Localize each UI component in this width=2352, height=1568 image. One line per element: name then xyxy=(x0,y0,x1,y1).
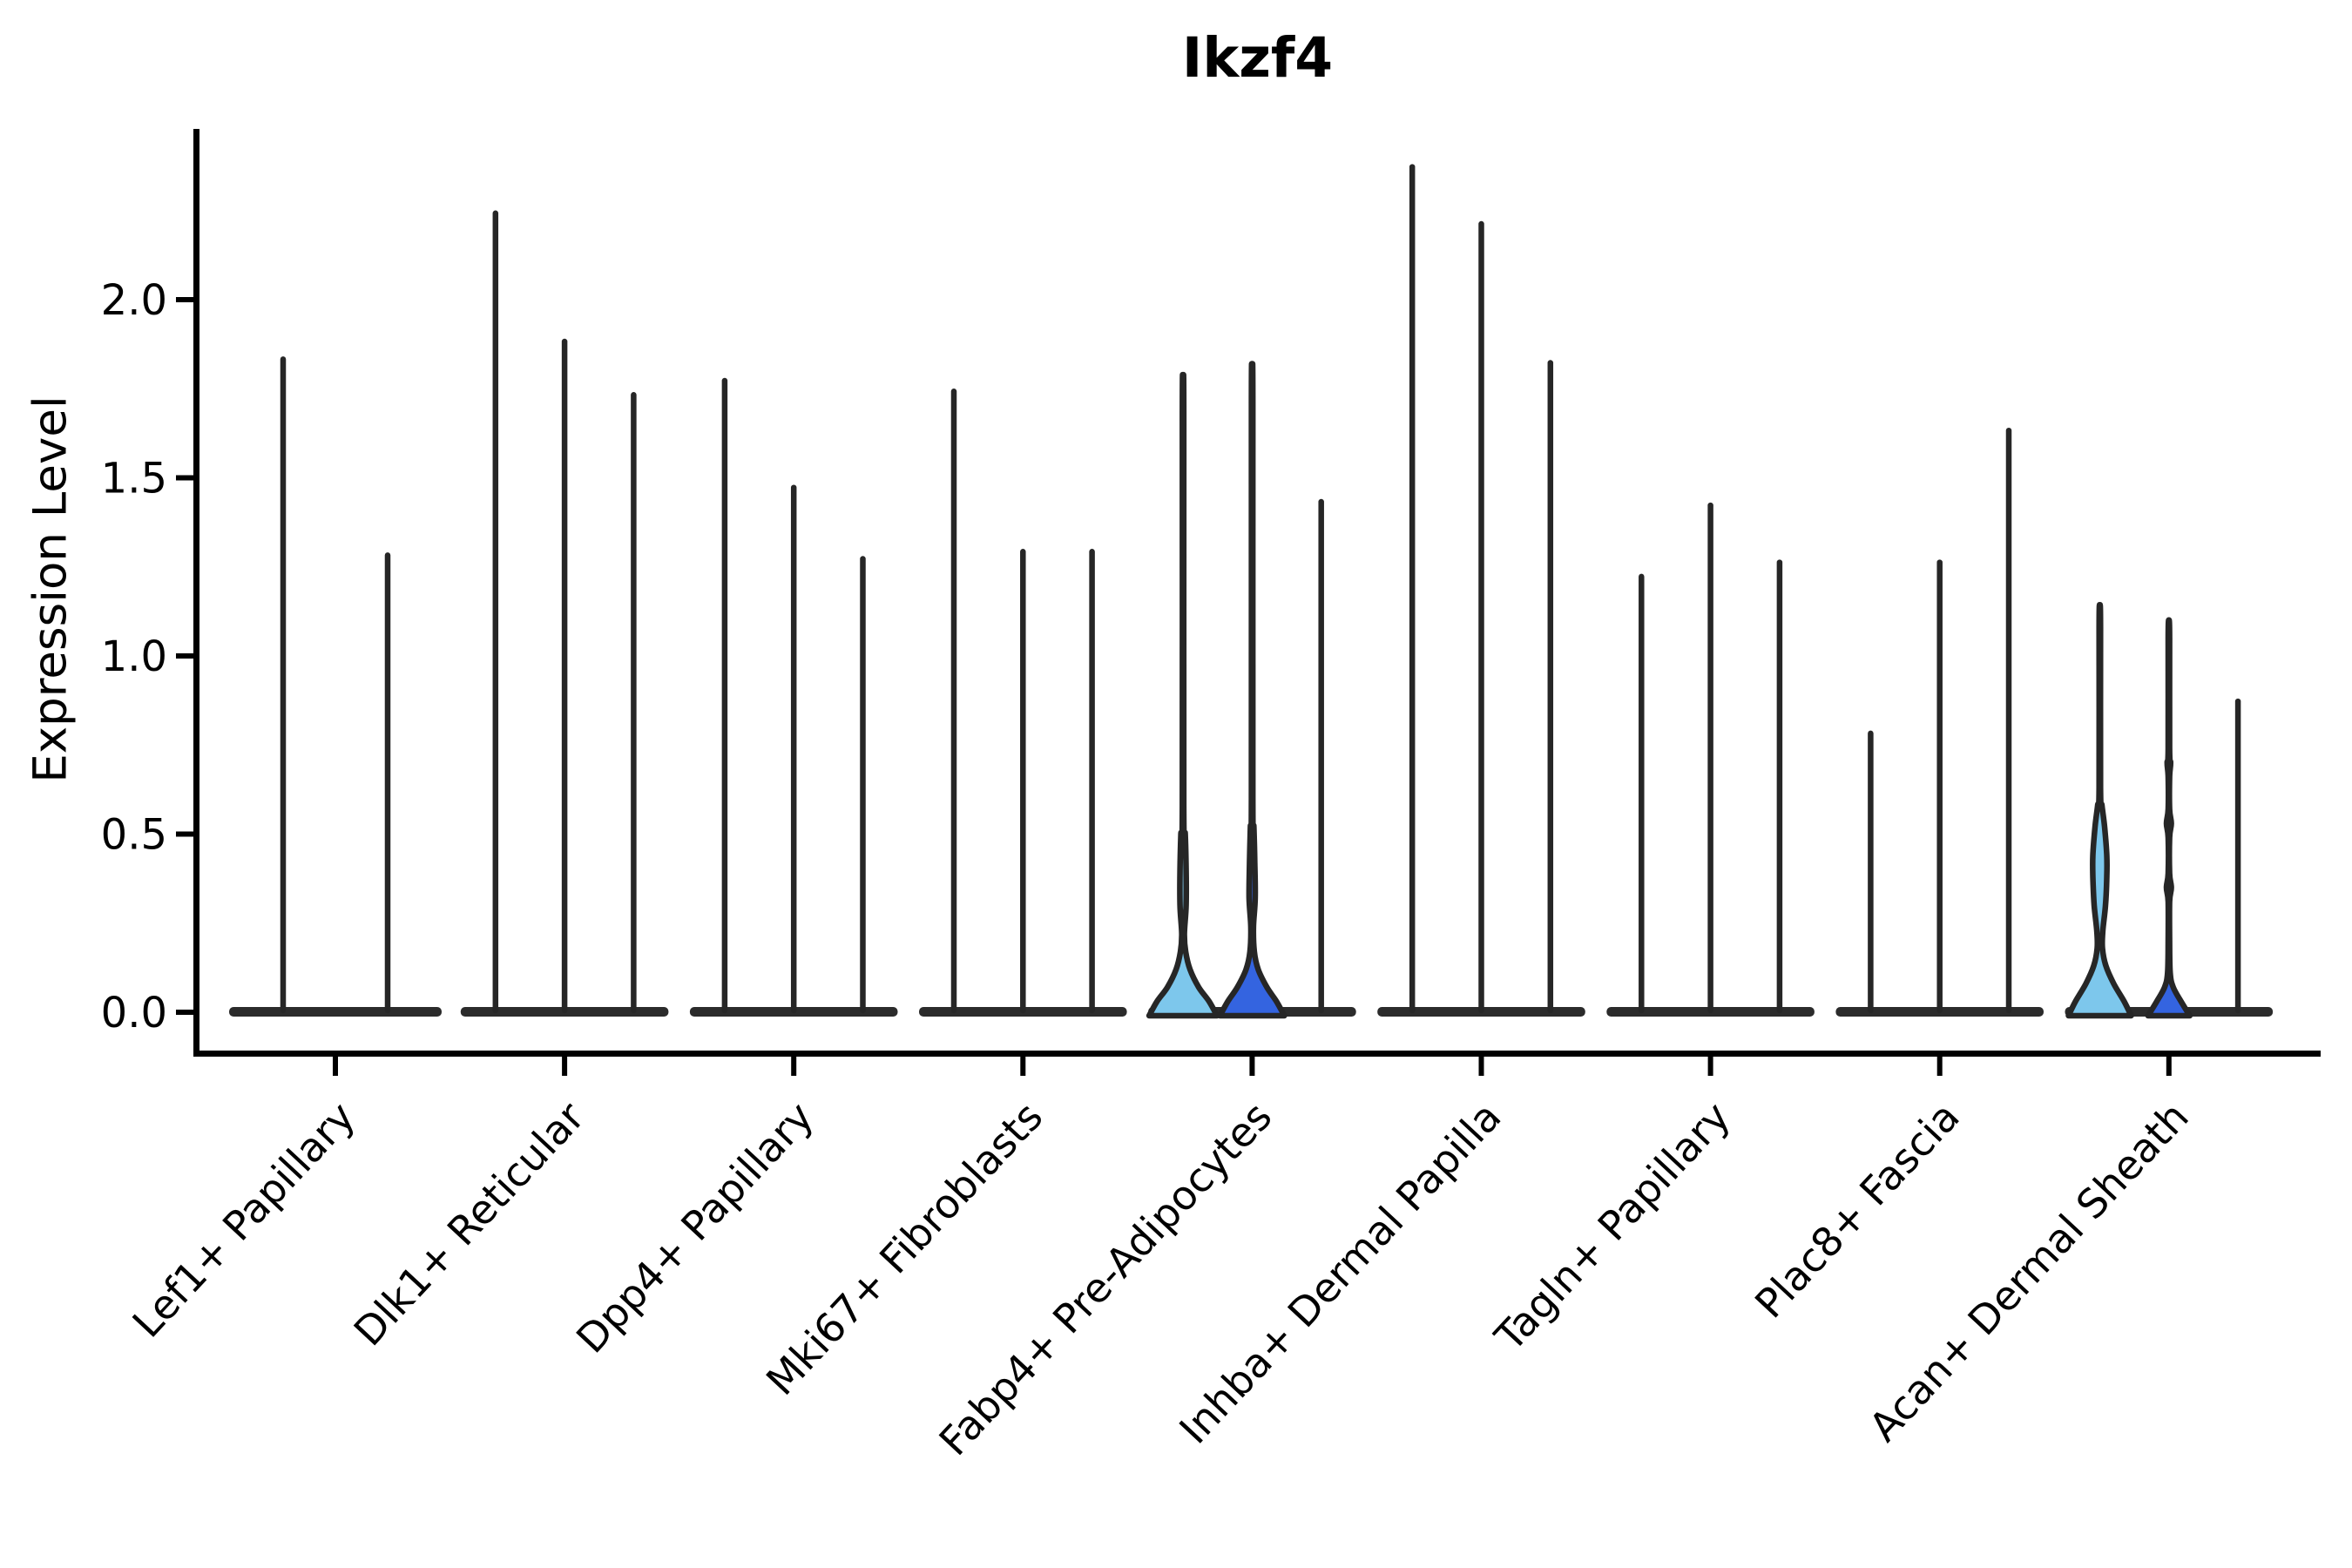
y-tick-label: 2.0 xyxy=(101,276,167,325)
violin-shape xyxy=(1146,371,1220,1019)
x-tick-mark xyxy=(1249,1057,1255,1076)
x-tick-label: Dpp4+ Papillary xyxy=(567,1093,822,1362)
y-tick-label: 1.0 xyxy=(101,632,167,681)
x-tick-mark xyxy=(1020,1057,1026,1076)
x-tick-label: Dlk1+ Reticular xyxy=(345,1093,593,1355)
y-tick-mark xyxy=(176,297,193,302)
y-axis-spine xyxy=(193,129,199,1057)
x-tick-label: Tagln+ Papillary xyxy=(1485,1093,1740,1361)
x-tick-label: Plac8+ Fascia xyxy=(1746,1093,1969,1328)
x-tick-mark xyxy=(1936,1057,1943,1076)
x-tick-label: Lef1+ Papillary xyxy=(124,1093,364,1347)
x-tick-mark xyxy=(791,1057,797,1076)
y-tick-mark xyxy=(176,653,193,659)
y-tick-label: 1.5 xyxy=(101,455,167,504)
chart-title: Ikzf4 xyxy=(1181,26,1334,90)
x-tick-mark xyxy=(1707,1057,1713,1076)
y-tick-label: 0.5 xyxy=(101,811,167,860)
x-tick-mark xyxy=(562,1057,568,1076)
x-tick-mark xyxy=(1478,1057,1484,1076)
y-tick-mark xyxy=(176,1010,193,1015)
violin-shape xyxy=(1217,361,1288,1019)
violin-baseline xyxy=(229,1007,442,1017)
x-tick-mark xyxy=(2166,1057,2172,1076)
y-tick-mark xyxy=(176,831,193,837)
x-tick-mark xyxy=(333,1057,338,1076)
y-axis-label: Expression Level xyxy=(24,395,78,783)
y-tick-label: 0.0 xyxy=(101,989,167,1037)
y-tick-mark xyxy=(176,475,193,481)
x-axis-spine xyxy=(193,1051,2321,1057)
violin-shape xyxy=(2065,602,2134,1019)
violin-shape xyxy=(2145,617,2193,1019)
